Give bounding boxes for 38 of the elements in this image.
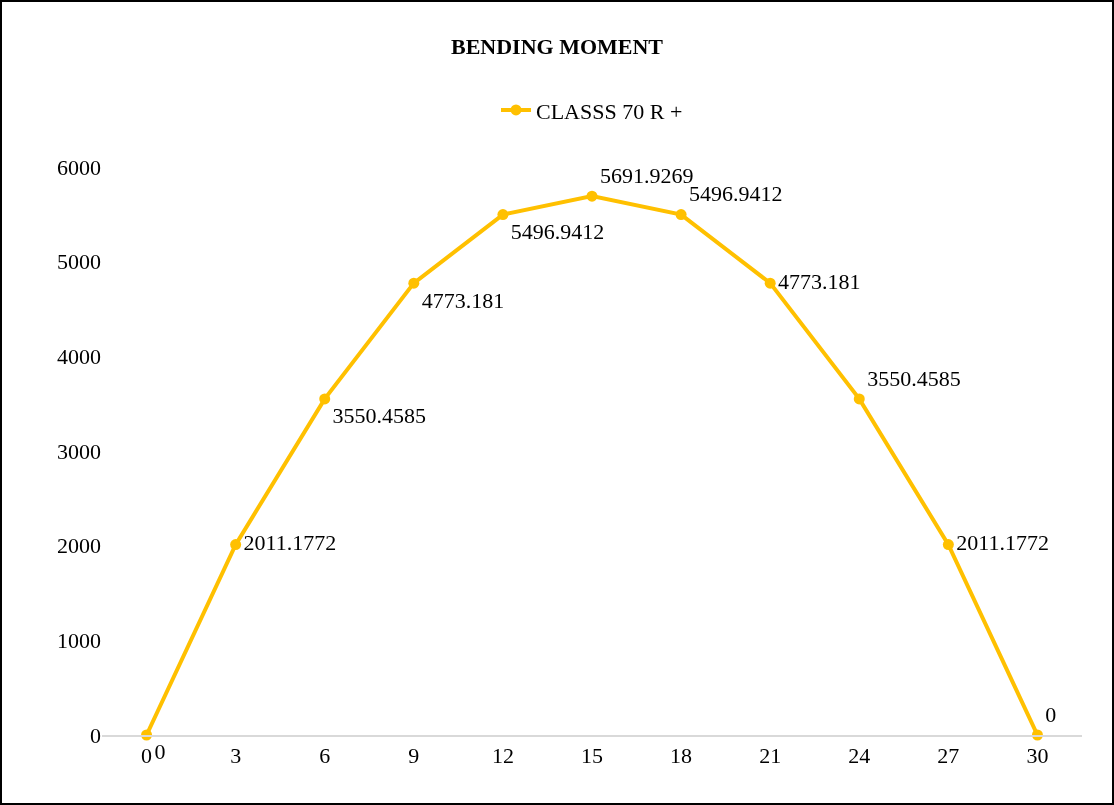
data-label: 2011.1772 [243, 530, 337, 556]
y-tick-label: 5000 [57, 249, 101, 275]
data-label: 4773.181 [778, 268, 861, 294]
data-label: 3550.4585 [867, 365, 961, 391]
point [408, 277, 420, 289]
point [675, 209, 687, 221]
point [764, 277, 776, 289]
point [853, 393, 865, 405]
x-tick-label: 15 [581, 743, 603, 769]
x-tick-label: 24 [848, 743, 871, 769]
data-label: 0 [1045, 701, 1057, 727]
point [230, 539, 242, 551]
point [497, 209, 509, 221]
x-tick-label: 6 [319, 743, 331, 769]
data-label: 5691.9269 [599, 162, 694, 188]
x-tick-label: 12 [491, 743, 514, 769]
y-tick-label: 0 [90, 722, 101, 748]
y-tick-label: 1000 [57, 628, 101, 654]
legend-label: CLASSS 70 R + [536, 98, 683, 124]
chart-title: BENDING MOMENT [450, 33, 664, 59]
point [319, 393, 331, 405]
y-tick-label: 6000 [57, 154, 101, 180]
data-label: 4773.181 [421, 287, 505, 313]
y-tick-label: 3000 [57, 438, 101, 464]
data-label: 3550.4585 [332, 403, 427, 429]
point [942, 539, 954, 551]
x-tick-label: 30 [1026, 743, 1049, 769]
x-tick-label: 3 [230, 743, 242, 769]
data-label: 5496.9412 [510, 218, 605, 244]
x-tick-label: 18 [670, 743, 693, 769]
data-label: 2011.1772 [956, 530, 1049, 556]
y-tick-label: 4000 [57, 344, 101, 370]
x-tick-label: 0 [141, 743, 153, 769]
x-tick-label: 27 [937, 743, 960, 769]
point [586, 190, 598, 202]
x-tick-label: 21 [759, 743, 782, 769]
y-tick-label: 2000 [57, 533, 101, 559]
x-tick-label: 9 [408, 743, 420, 769]
